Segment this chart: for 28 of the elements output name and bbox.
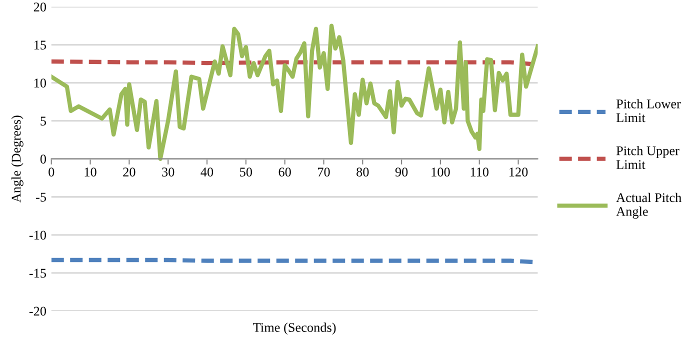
x-tick-label: 80 [356,168,369,176]
y-tick-label: 5 [40,116,46,126]
legend-label: Pitch Lower Limit [616,99,681,122]
x-tick-label: 40 [200,168,214,176]
x-tick-label: 50 [240,168,252,176]
x-axis-title: Time (Seconds) [253,322,336,335]
line-series [51,24,538,161]
y-axis-title: Angle (Degrees) [11,116,24,203]
y-tick-label: 20 [34,2,46,12]
x-tick-label: 70 [318,168,330,176]
legend-label: Pitch Upper Limit [616,146,680,170]
x-tick-label: 30 [162,168,174,176]
y-tick-label: -15 [29,268,46,278]
legend-label: Actual Pitch Angle [616,192,682,219]
y-tick-label: -5 [36,192,46,202]
x-tick-label: 10 [84,168,96,176]
x-tick-label: 110 [470,168,489,176]
x-tick-label: 100 [432,168,450,176]
y-tick-label: -20 [29,306,46,316]
y-tick-label: 15 [34,40,46,50]
y-tick-label: 0 [40,154,46,164]
y-tick-label: -10 [29,230,46,240]
x-tick-label: 120 [510,168,528,176]
x-tick-label: 0 [48,168,54,176]
x-tick-label: 20 [123,168,136,176]
y-tick-label: 10 [34,78,46,88]
x-tick-label: 90 [395,168,408,176]
x-tick-label: 60 [278,168,291,176]
